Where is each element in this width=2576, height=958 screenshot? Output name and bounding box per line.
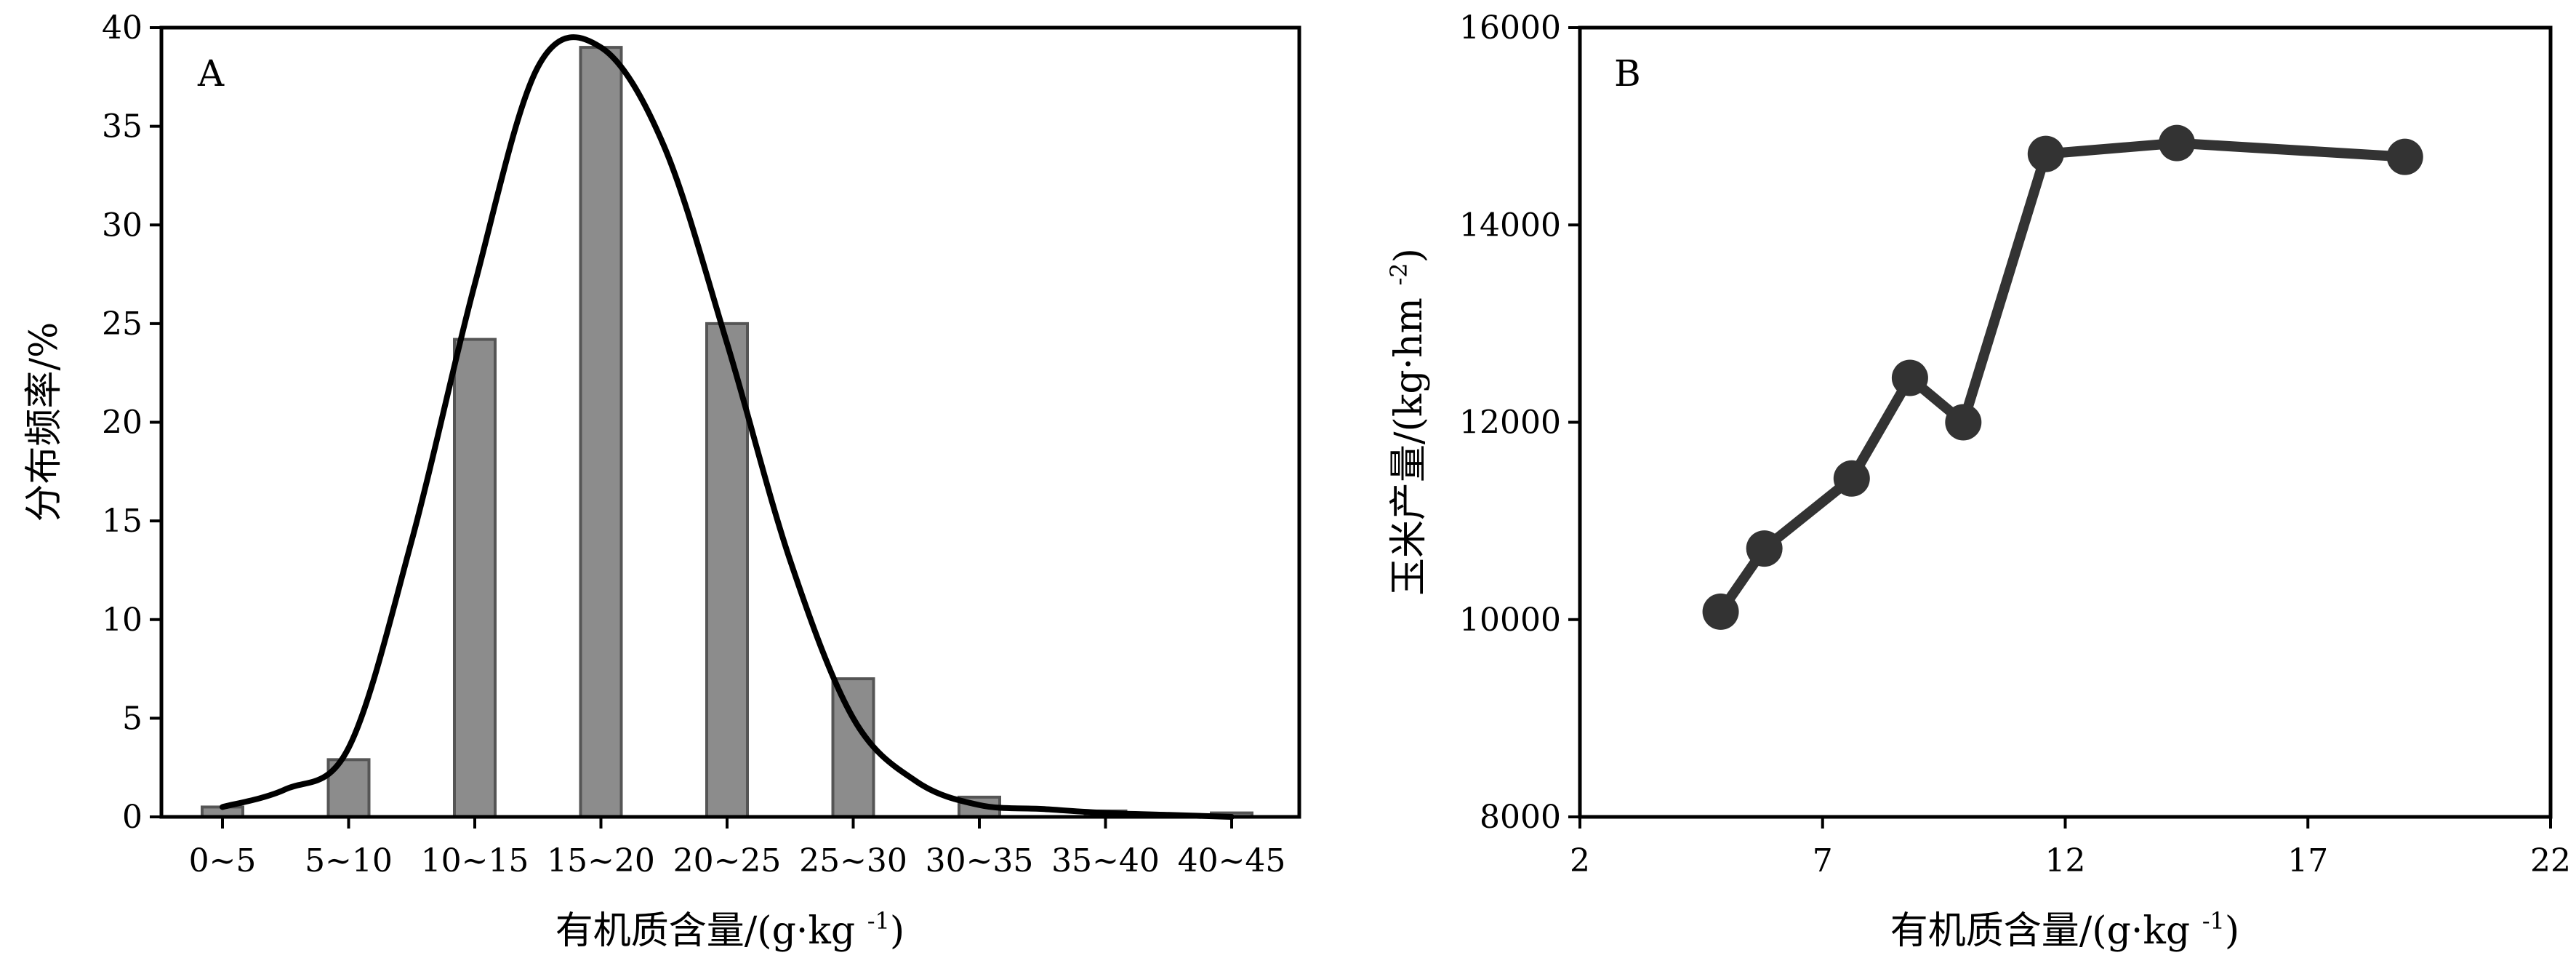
bar-20~25 xyxy=(705,322,749,818)
axis-label-superscript: -1 xyxy=(867,907,890,935)
bar-10~15 xyxy=(453,338,497,818)
y-tick-label: 25 xyxy=(102,306,143,343)
data-point xyxy=(2027,135,2064,172)
panel-b-points xyxy=(1702,124,2423,630)
panel-b-x-axis-label: 有机质含量/(g·kg -1) xyxy=(1890,907,2239,953)
data-point xyxy=(1891,359,1928,396)
axis-label-suffix: ) xyxy=(2225,909,2239,953)
y-tick-label: 8000 xyxy=(1480,799,1561,836)
x-tick-label: 40~45 xyxy=(1178,842,1286,879)
x-tick-label: 15~20 xyxy=(547,842,655,879)
data-point xyxy=(1833,460,1870,497)
x-tick-label: 2 xyxy=(1570,842,1590,879)
panel-b-y-axis-label: 玉米产量/(kg·hm -2) xyxy=(1385,248,1431,596)
y-tick-label: 10 xyxy=(102,602,143,639)
data-point xyxy=(2159,124,2196,161)
panel-a-fit-curve xyxy=(220,34,1235,820)
bar-15~20 xyxy=(579,46,623,818)
data-point xyxy=(1746,530,1783,567)
x-tick-label: 35~40 xyxy=(1051,842,1160,879)
panel-a-bars xyxy=(201,46,1253,819)
panel-a-y-ticks: 0 5 10 15 20 25 30 35 40 xyxy=(102,9,161,836)
panel-a-y-axis-label: 分布频率/% xyxy=(23,322,66,522)
panel-a-distribution-chart: 0 5 10 15 20 25 30 35 40 0~5 5~10 10~15 15~20 20~25 2… xyxy=(23,9,1301,953)
x-tick-label: 22 xyxy=(2530,842,2571,879)
data-point xyxy=(1702,593,1739,630)
panel-b-y-axis-label-text: 玉米产量/(kg·hm xyxy=(1387,298,1431,596)
data-point xyxy=(1945,404,1982,441)
x-tick-label: 5~10 xyxy=(305,842,393,879)
x-tick-label: 0~5 xyxy=(189,842,257,879)
panel-a-x-axis-label-text: 有机质含量/(g·kg xyxy=(555,909,855,953)
y-tick-label: 20 xyxy=(102,404,143,442)
panel-a-label: A xyxy=(197,52,225,95)
x-tick-label: 20~25 xyxy=(673,842,782,879)
y-tick-label: 12000 xyxy=(1459,404,1561,442)
y-tick-label: 0 xyxy=(122,799,143,836)
y-tick-label: 16000 xyxy=(1459,9,1561,47)
axis-label-superscript: -2 xyxy=(1385,263,1413,285)
panel-b-y-ticks: 8000 10000 12000 14000 16000 xyxy=(1459,9,1580,836)
x-tick-label: 25~30 xyxy=(799,842,907,879)
x-tick-label: 10~15 xyxy=(421,842,529,879)
axis-label-suffix: ) xyxy=(1387,248,1431,263)
y-tick-label: 14000 xyxy=(1459,207,1561,244)
y-tick-label: 30 xyxy=(102,207,143,244)
x-tick-label: 12 xyxy=(2045,842,2086,879)
bar-25~30 xyxy=(831,677,875,818)
x-tick-label: 17 xyxy=(2287,842,2328,879)
panel-a-x-axis-label: 有机质含量/(g·kg -1) xyxy=(555,907,904,953)
x-tick-label: 30~35 xyxy=(926,842,1034,879)
y-tick-label: 40 xyxy=(102,9,143,47)
axis-label-superscript: -1 xyxy=(2202,907,2225,935)
data-point xyxy=(2386,138,2423,175)
x-tick-label: 7 xyxy=(1813,842,1833,879)
panel-b-x-ticks: 2 7 12 17 22 xyxy=(1570,817,2571,879)
y-tick-label: 5 xyxy=(122,700,143,737)
axis-label-suffix: ) xyxy=(890,909,904,953)
panel-b-series-line xyxy=(1715,137,2410,617)
panel-b-label: B xyxy=(1614,52,1641,95)
y-tick-label: 15 xyxy=(102,503,143,540)
panel-b-x-axis-label-text: 有机质含量/(g·kg xyxy=(1890,909,2190,953)
y-tick-label: 10000 xyxy=(1459,602,1561,639)
panel-a-x-ticks: 0~5 5~10 10~15 15~20 20~25 25~30 30~35 35~40 40~… xyxy=(189,817,1286,879)
y-tick-label: 35 xyxy=(102,108,143,145)
panel-b-yield-chart: 8000 10000 12000 14000 16000 2 7 12 17 22 B 有机质含… xyxy=(1385,9,2571,953)
